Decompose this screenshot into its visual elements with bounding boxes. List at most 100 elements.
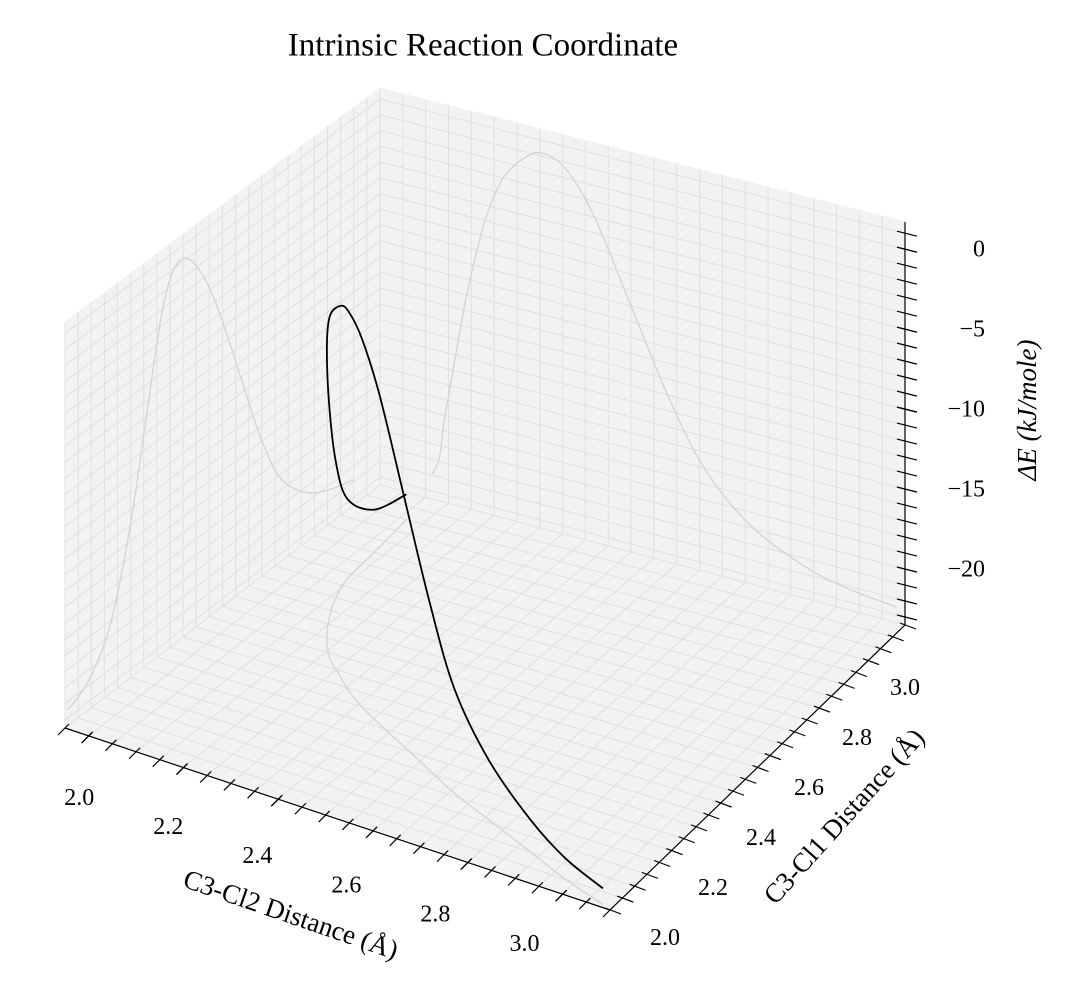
z-tick — [896, 582, 918, 589]
grid-line — [64, 256, 381, 495]
grid-line — [379, 303, 906, 442]
y-tick — [703, 812, 720, 820]
x-tick — [578, 897, 591, 910]
y-tick — [838, 681, 855, 689]
grid-line — [379, 319, 906, 458]
z-tick — [896, 294, 918, 301]
grid-line — [143, 666, 684, 840]
grid-line — [379, 161, 906, 298]
grid-line — [314, 535, 844, 685]
y-tick — [789, 729, 806, 737]
y-tick — [715, 800, 732, 808]
grid-line — [64, 382, 381, 624]
grid-line — [156, 656, 697, 828]
grid-line — [64, 240, 381, 479]
grid-line — [222, 606, 758, 768]
grid-line — [379, 413, 906, 554]
z-tick — [896, 246, 918, 253]
x-tick — [555, 889, 568, 902]
y-tick — [678, 836, 695, 844]
grid-line — [379, 193, 906, 330]
grid-line — [366, 494, 893, 638]
z-tick — [896, 598, 918, 605]
y-tick-label: 2.4 — [746, 825, 776, 851]
x-tick — [294, 802, 307, 815]
x-tick — [152, 755, 165, 768]
y-tick — [764, 753, 782, 761]
reaction-path — [325, 304, 604, 890]
grid-line — [248, 585, 783, 745]
x-tick-label: 2.0 — [64, 785, 94, 811]
y-tick-label: 2.6 — [794, 775, 824, 801]
grid-line — [379, 334, 906, 474]
z-tick — [896, 278, 918, 285]
grid-line — [379, 484, 906, 626]
grid-line — [182, 636, 721, 804]
x-tick — [223, 778, 236, 791]
y-tick-label: 2.2 — [698, 875, 728, 901]
z-tick — [896, 262, 918, 269]
x-tick — [436, 850, 449, 863]
x-tick — [484, 866, 496, 878]
y-tick — [875, 646, 892, 654]
grid-line — [64, 429, 381, 673]
grid-line — [77, 717, 623, 899]
grid-line — [64, 193, 381, 431]
y-tick — [850, 669, 868, 678]
grid-line — [379, 287, 906, 426]
y-tick-label: 2.0 — [650, 925, 680, 951]
grid-line — [91, 707, 635, 887]
grid-line — [379, 350, 906, 490]
grid-line — [379, 429, 906, 570]
grid-line — [64, 397, 381, 640]
x-axis-line — [64, 727, 611, 911]
y-tick — [752, 764, 769, 773]
grid-line — [64, 224, 381, 463]
grid-line — [379, 145, 906, 282]
z-tick — [896, 470, 918, 477]
y-tick — [604, 907, 622, 915]
grid-line — [379, 240, 906, 378]
z-tick-label: 0 — [973, 237, 985, 263]
z-tick — [896, 326, 918, 333]
x-tick — [341, 818, 354, 831]
grid-line — [64, 366, 381, 608]
z-tick-label: −15 — [947, 477, 985, 503]
z-tick-label: −20 — [947, 557, 985, 583]
grid-line — [379, 397, 906, 538]
y-tick — [801, 717, 818, 725]
grid-line — [64, 476, 381, 721]
x-axis-label: C3-Cl2 Distance (Å) — [180, 864, 402, 966]
x-tick — [176, 763, 188, 775]
grid-line — [379, 130, 906, 266]
z-tick — [896, 518, 918, 525]
x-tick — [531, 881, 544, 894]
x-tick-label: 2.8 — [420, 902, 450, 928]
x-tick-label: 3.0 — [509, 931, 539, 957]
y-tick — [826, 693, 843, 701]
x-tick-label: 2.6 — [331, 872, 361, 898]
grid-line — [379, 224, 906, 362]
grid-line — [379, 382, 906, 522]
projection-left-wall — [67, 257, 354, 711]
x-tick — [318, 810, 331, 823]
z-tick — [896, 230, 918, 237]
grid-line — [169, 646, 709, 816]
grid-line — [104, 697, 648, 875]
x-tick — [389, 834, 402, 847]
z-tick — [896, 310, 918, 317]
z-tick-label: −10 — [947, 397, 985, 423]
grid-line — [117, 687, 660, 863]
grid-line — [64, 114, 381, 350]
x-tick — [270, 794, 283, 807]
projection-floor — [326, 519, 604, 906]
grid-line — [209, 616, 746, 780]
z-axis-label: ΔE (kJ/mole) — [1012, 339, 1042, 481]
y-tick — [739, 776, 757, 784]
grid-line — [64, 177, 381, 415]
y-tick — [629, 883, 646, 891]
grid-line — [379, 114, 906, 250]
grid-line — [64, 460, 381, 705]
x-tick-label: 2.2 — [153, 814, 183, 840]
z-tick — [896, 358, 918, 365]
